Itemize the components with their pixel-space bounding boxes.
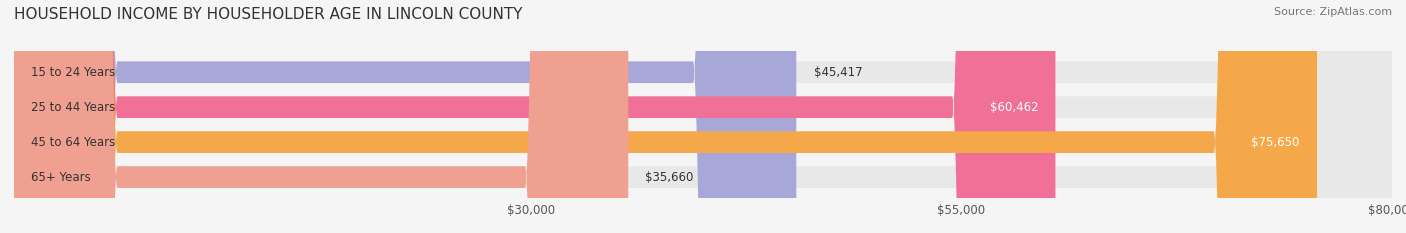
Text: 15 to 24 Years: 15 to 24 Years (31, 66, 115, 79)
Text: $75,650: $75,650 (1251, 136, 1299, 149)
FancyBboxPatch shape (14, 0, 1392, 233)
Text: $45,417: $45,417 (814, 66, 862, 79)
Text: $60,462: $60,462 (990, 101, 1038, 114)
Text: HOUSEHOLD INCOME BY HOUSEHOLDER AGE IN LINCOLN COUNTY: HOUSEHOLD INCOME BY HOUSEHOLDER AGE IN L… (14, 7, 523, 22)
FancyBboxPatch shape (14, 0, 1317, 233)
FancyBboxPatch shape (14, 0, 796, 233)
Text: Source: ZipAtlas.com: Source: ZipAtlas.com (1274, 7, 1392, 17)
FancyBboxPatch shape (14, 0, 1392, 233)
Text: 25 to 44 Years: 25 to 44 Years (31, 101, 115, 114)
Text: 45 to 64 Years: 45 to 64 Years (31, 136, 115, 149)
Text: $35,660: $35,660 (645, 171, 693, 184)
Text: 65+ Years: 65+ Years (31, 171, 91, 184)
FancyBboxPatch shape (14, 0, 1392, 233)
FancyBboxPatch shape (14, 0, 628, 233)
FancyBboxPatch shape (14, 0, 1392, 233)
FancyBboxPatch shape (14, 0, 1056, 233)
